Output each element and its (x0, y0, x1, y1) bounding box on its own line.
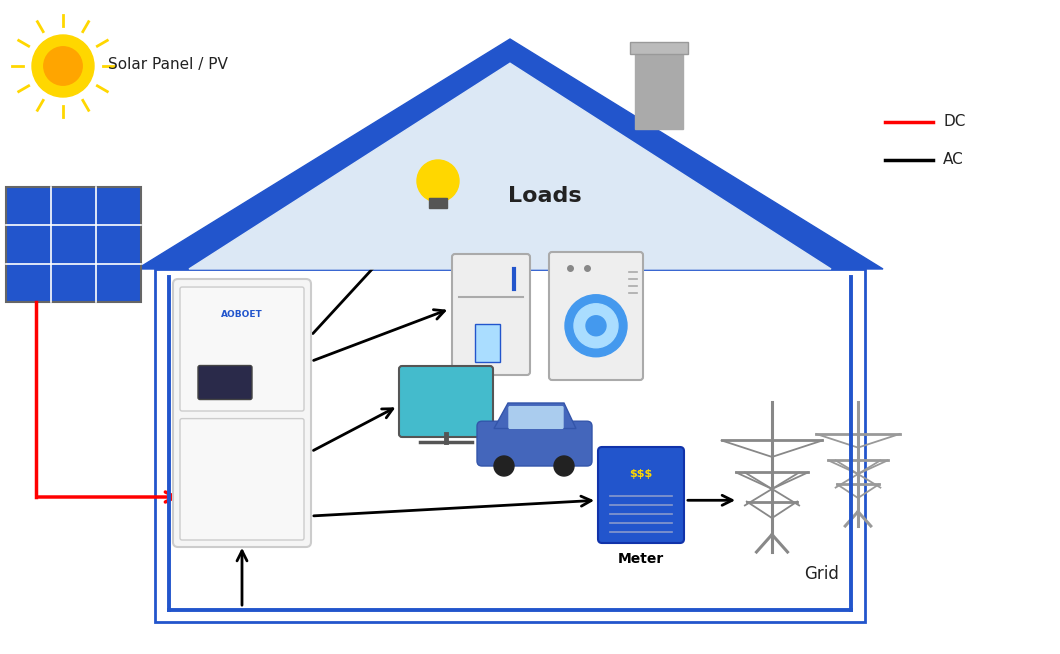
FancyBboxPatch shape (180, 419, 304, 540)
Bar (475, 324, 500, 362)
Circle shape (43, 47, 83, 85)
Circle shape (32, 35, 94, 97)
Text: AC: AC (943, 152, 964, 167)
Circle shape (417, 160, 459, 202)
Polygon shape (189, 63, 831, 269)
Text: Meter: Meter (618, 552, 665, 566)
Text: Solar Panel / PV: Solar Panel / PV (108, 56, 228, 71)
FancyBboxPatch shape (452, 254, 530, 375)
Polygon shape (137, 39, 883, 269)
FancyBboxPatch shape (477, 421, 591, 466)
Text: $$$: $$$ (630, 469, 653, 479)
Bar (6, 187, 141, 302)
FancyBboxPatch shape (549, 252, 643, 380)
Circle shape (494, 456, 514, 476)
FancyBboxPatch shape (173, 279, 311, 547)
Text: DC: DC (943, 114, 966, 129)
Bar (155, 269, 865, 622)
Polygon shape (494, 403, 576, 428)
FancyBboxPatch shape (198, 366, 252, 400)
FancyBboxPatch shape (509, 407, 563, 428)
Text: AOBOET: AOBOET (222, 311, 263, 319)
Circle shape (565, 295, 628, 357)
FancyBboxPatch shape (598, 447, 684, 543)
Text: Loads: Loads (508, 186, 582, 206)
FancyBboxPatch shape (180, 287, 304, 411)
Circle shape (575, 303, 618, 348)
Circle shape (554, 456, 575, 476)
Circle shape (586, 316, 606, 336)
Bar (630, 42, 688, 54)
Bar (429, 198, 447, 208)
FancyBboxPatch shape (399, 366, 493, 437)
Bar (635, 49, 683, 129)
Text: Grid: Grid (805, 565, 840, 583)
